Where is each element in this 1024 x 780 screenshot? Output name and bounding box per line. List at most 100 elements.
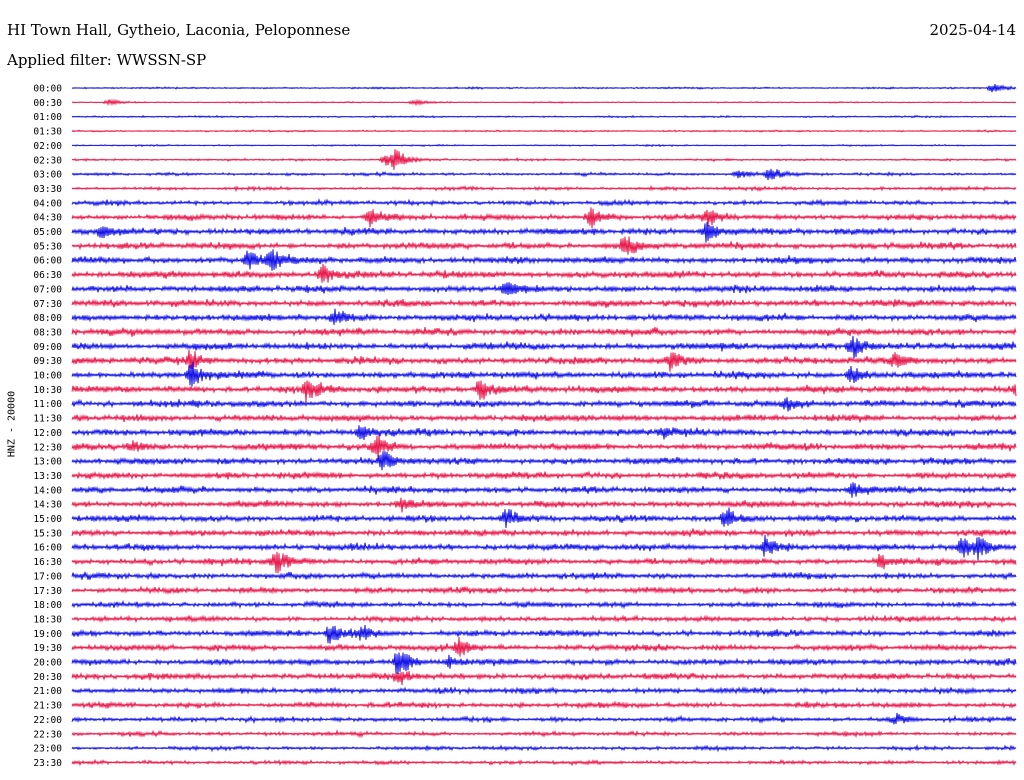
time-tick-label: 08:00 — [33, 313, 62, 324]
record-date: 2025-04-14 — [929, 21, 1016, 39]
time-tick-label: 10:30 — [33, 385, 62, 396]
trace-row — [71, 671, 1017, 686]
time-tick-label: 23:30 — [33, 758, 62, 769]
trace-row — [71, 551, 1017, 574]
time-tick-label: 14:00 — [33, 485, 62, 496]
trace-row — [71, 335, 1017, 359]
trace-row — [71, 326, 1017, 337]
time-tick-label: 06:00 — [33, 256, 62, 267]
trace-row — [71, 168, 1017, 181]
trace-row — [71, 434, 1017, 460]
time-tick-label: 13:30 — [33, 471, 62, 482]
time-tick-label: 09:30 — [33, 356, 62, 367]
time-tick-label: 22:00 — [33, 715, 62, 726]
trace-row — [71, 743, 1017, 753]
trace-row — [71, 197, 1017, 207]
trace-row — [71, 599, 1017, 610]
trace-row — [71, 361, 1017, 387]
trace-row — [71, 652, 1017, 674]
trace-row — [71, 129, 1017, 134]
time-tick-label: 18:30 — [33, 614, 62, 625]
time-tick-label: 12:00 — [33, 428, 62, 439]
time-tick-label: 10:00 — [33, 371, 62, 382]
time-tick-label: 20:30 — [33, 672, 62, 683]
time-tick-label: 21:30 — [33, 701, 62, 712]
time-tick-labels: 00:00 00:30 01:00 01:30 02:00 02:30 03:00 03:30… — [33, 84, 62, 769]
trace-row — [71, 349, 1017, 372]
time-tick-label: 20:00 — [33, 658, 62, 669]
time-tick-label: 11:00 — [33, 399, 62, 410]
time-tick-label: 03:00 — [33, 170, 62, 181]
station-title: HI Town Hall, Gytheio, Laconia, Peloponn… — [7, 21, 351, 39]
trace-row — [71, 264, 1017, 283]
trace-row — [71, 397, 1017, 412]
trace-row — [71, 507, 1017, 528]
trace-row — [71, 712, 1017, 725]
time-tick-label: 06:30 — [33, 270, 62, 281]
trace-row — [71, 637, 1017, 657]
time-tick-label: 23:00 — [33, 744, 62, 755]
time-tick-label: 13:00 — [33, 457, 62, 468]
time-tick-label: 12:30 — [33, 442, 62, 453]
trace-row — [71, 298, 1017, 309]
time-tick-label: 00:00 — [33, 84, 62, 95]
trace-row — [71, 614, 1017, 624]
trace-row — [71, 729, 1017, 739]
time-tick-label: 09:00 — [33, 342, 62, 353]
time-tick-label: 21:00 — [33, 686, 62, 697]
time-tick-label: 05:30 — [33, 241, 62, 252]
trace-row — [71, 207, 1017, 229]
time-tick-label: 07:30 — [33, 299, 62, 310]
time-tick-label: 16:30 — [33, 557, 62, 568]
time-tick-label: 04:00 — [33, 198, 62, 209]
trace-row — [71, 425, 1017, 440]
time-tick-label: 19:30 — [33, 643, 62, 654]
trace-row — [71, 98, 1017, 107]
filter-label: Applied filter: WWSSN-SP — [7, 51, 207, 69]
trace-row — [71, 758, 1017, 767]
trace-row — [71, 625, 1017, 644]
trace-row — [71, 236, 1017, 255]
trace-row — [71, 83, 1017, 93]
trace-row — [71, 184, 1017, 193]
time-tick-label: 17:00 — [33, 571, 62, 582]
trace-row — [71, 308, 1017, 325]
trace-row — [71, 585, 1017, 595]
trace-row — [71, 528, 1017, 538]
seismic-traces — [71, 83, 1017, 767]
trace-row — [71, 571, 1017, 581]
time-tick-label: 19:00 — [33, 629, 62, 640]
trace-row — [71, 143, 1017, 148]
time-tick-label: 16:00 — [33, 543, 62, 554]
trace-row — [71, 700, 1017, 710]
time-tick-label: 02:30 — [33, 155, 62, 166]
time-tick-label: 08:30 — [33, 327, 62, 338]
trace-row — [71, 114, 1017, 119]
trace-row — [71, 534, 1017, 561]
trace-row — [71, 380, 1017, 403]
trace-row — [71, 222, 1017, 243]
time-tick-label: 03:30 — [33, 184, 62, 195]
time-tick-label: 18:00 — [33, 600, 62, 611]
time-tick-label: 01:30 — [33, 127, 62, 138]
time-tick-label: 15:00 — [33, 514, 62, 525]
trace-row — [71, 282, 1017, 295]
time-tick-label: 01:00 — [33, 112, 62, 123]
trace-row — [71, 149, 1017, 170]
time-tick-label: 05:00 — [33, 227, 62, 238]
time-tick-label: 02:00 — [33, 141, 62, 152]
time-tick-label: 22:30 — [33, 729, 62, 740]
time-tick-label: 17:30 — [33, 586, 62, 597]
time-tick-label: 11:30 — [33, 414, 62, 425]
time-tick-label: 00:30 — [33, 98, 62, 109]
trace-row — [71, 413, 1017, 423]
trace-row — [71, 451, 1017, 471]
trace-row — [71, 482, 1017, 498]
time-tick-label: 04:30 — [33, 213, 62, 224]
time-tick-label: 07:00 — [33, 284, 62, 295]
trace-row — [71, 249, 1017, 271]
time-tick-label: 14:30 — [33, 500, 62, 511]
trace-row — [71, 497, 1017, 513]
time-tick-label: 15:30 — [33, 528, 62, 539]
